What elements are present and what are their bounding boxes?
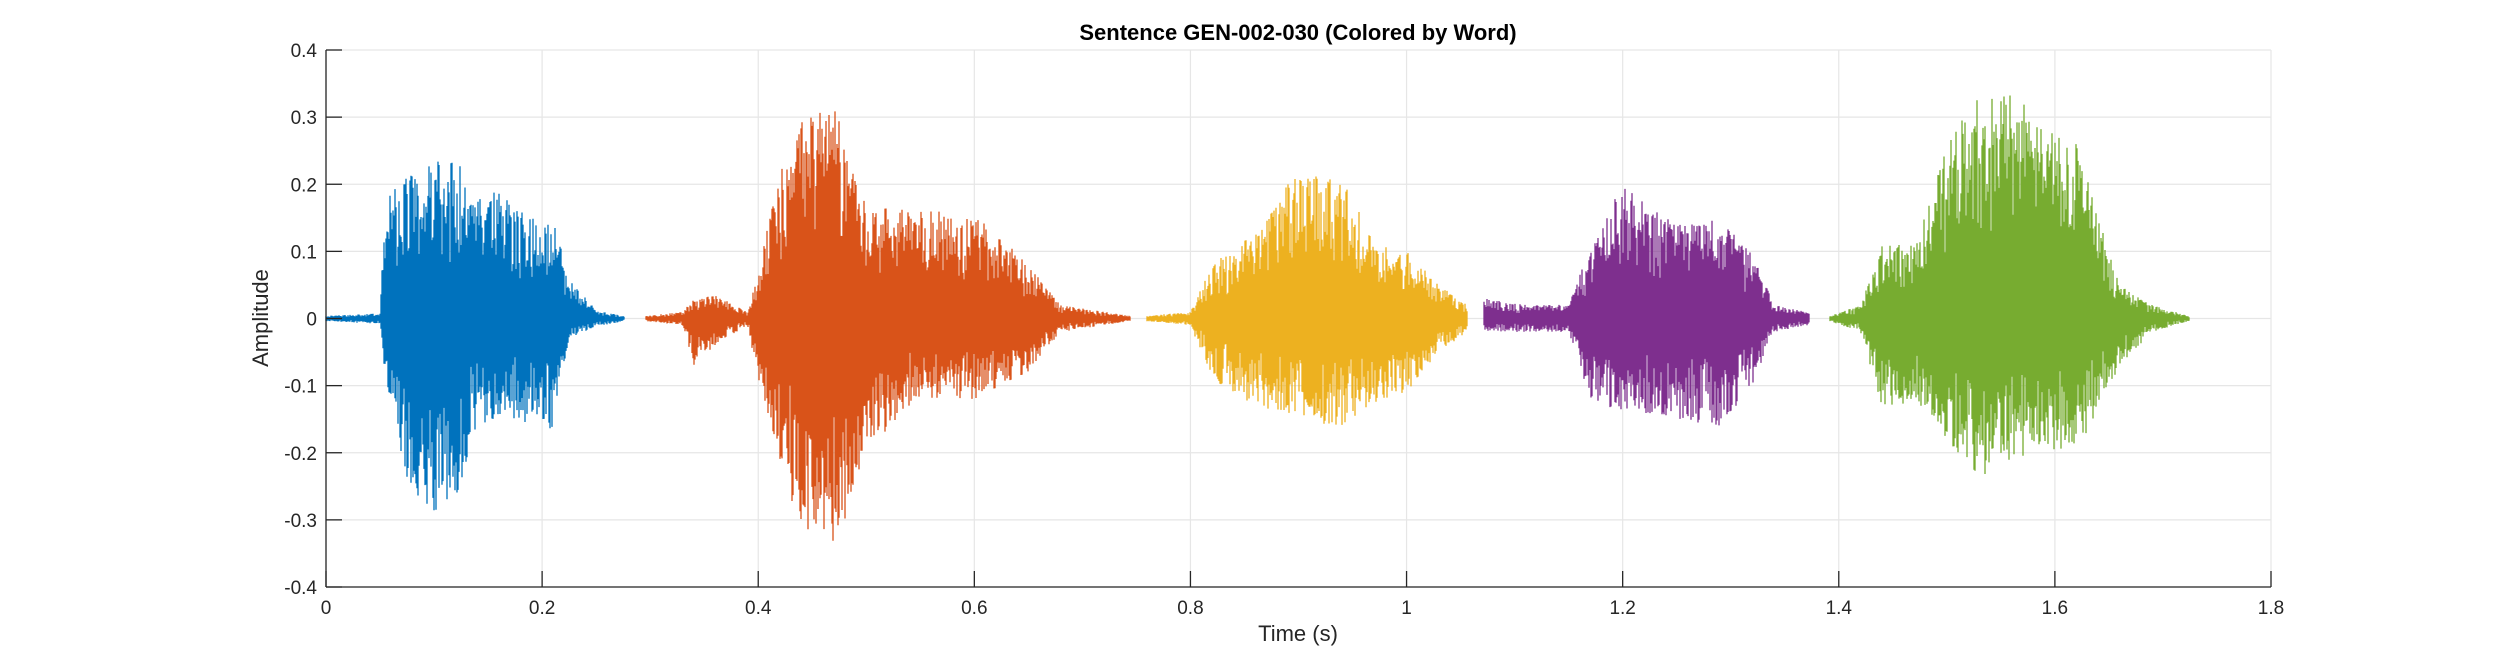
x-tick-label: 1 xyxy=(1401,598,1412,619)
y-tick-label: 0.1 xyxy=(291,242,317,263)
x-tick-label: 0 xyxy=(321,598,332,619)
x-tick-label: 0.8 xyxy=(1177,598,1203,619)
chart-title: Sentence GEN-002-030 (Colored by Word) xyxy=(1079,20,1516,45)
waveform-word-5 xyxy=(1829,95,2190,474)
waveform-word-4 xyxy=(1483,188,1810,426)
y-tick-label: 0 xyxy=(306,310,317,331)
x-tick-label: 1.4 xyxy=(1826,598,1853,619)
x-tick-label: 1.6 xyxy=(2042,598,2068,619)
y-tick-label: -0.3 xyxy=(284,511,317,532)
x-tick-label: 0.4 xyxy=(745,598,772,619)
y-tick-label: 0.4 xyxy=(291,41,318,62)
y-tick-label: -0.4 xyxy=(284,578,317,599)
x-axis-label: Time (s) xyxy=(1258,621,1338,646)
y-tick-label: 0.2 xyxy=(291,175,317,196)
x-axis-ticks: 0 0.2 0.4 0.6 0.8 1 1.2 1.4 1.6 1.8 xyxy=(321,571,2284,619)
y-axis-label: Amplitude xyxy=(248,269,273,367)
waveform-series xyxy=(325,95,2190,541)
x-tick-label: 1.2 xyxy=(1609,598,1635,619)
y-tick-label: 0.3 xyxy=(291,108,317,129)
y-tick-label: -0.2 xyxy=(284,444,317,465)
waveform-word-2 xyxy=(645,111,1131,541)
x-tick-label: 1.8 xyxy=(2258,598,2284,619)
waveform-word-3 xyxy=(1146,176,1468,425)
x-tick-label: 0.2 xyxy=(529,598,555,619)
y-tick-label: -0.1 xyxy=(284,377,317,398)
x-tick-label: 0.6 xyxy=(961,598,987,619)
y-axis-ticks: 0.4 0.3 0.2 0.1 0 -0.1 -0.2 -0.3 -0.4 xyxy=(284,41,342,599)
